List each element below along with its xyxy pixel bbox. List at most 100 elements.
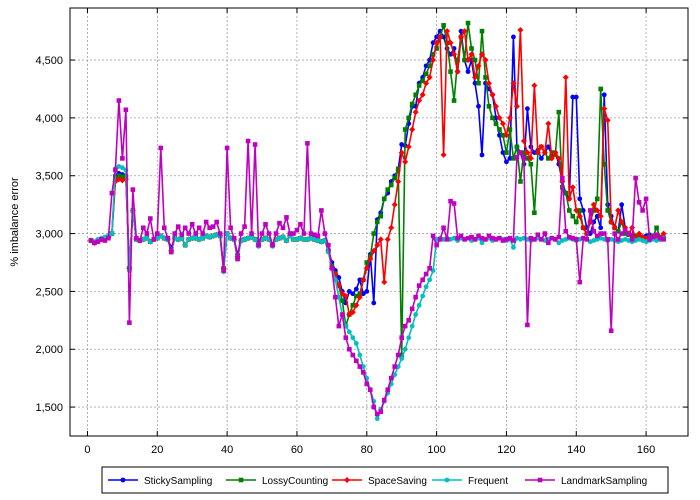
data-point-spacesaving bbox=[569, 184, 576, 191]
data-point-landmarksampling bbox=[99, 237, 104, 242]
data-point-lossycounting bbox=[388, 182, 394, 188]
data-point-lossycounting bbox=[420, 78, 425, 84]
data-point-spacesaving bbox=[405, 143, 412, 150]
data-point-landmarksampling bbox=[336, 323, 342, 329]
data-point-stickysampling bbox=[619, 202, 625, 208]
data-point-landmarksampling bbox=[172, 231, 178, 236]
legend-marker bbox=[444, 477, 450, 483]
data-point-spacesaving bbox=[496, 114, 503, 121]
data-point-lossycounting bbox=[455, 57, 460, 63]
x-tick-label: 140 bbox=[567, 444, 585, 456]
data-point-landmarksampling bbox=[514, 154, 520, 160]
data-point-landmarksampling bbox=[158, 145, 164, 151]
data-point-landmarksampling bbox=[563, 228, 569, 234]
data-point-spacesaving bbox=[416, 97, 423, 104]
x-tick-label: 100 bbox=[427, 444, 445, 456]
data-point-landmarksampling bbox=[95, 239, 101, 244]
data-point-lossycounting bbox=[563, 190, 569, 196]
data-point-spacesaving bbox=[479, 51, 485, 58]
data-point-landmarksampling bbox=[402, 323, 408, 329]
data-point-spacesaving bbox=[524, 149, 531, 156]
data-point-landmarksampling bbox=[92, 240, 97, 246]
data-point-landmarksampling bbox=[322, 231, 328, 236]
data-point-landmarksampling bbox=[566, 234, 572, 240]
data-point-spacesaving bbox=[398, 149, 405, 156]
series-frequent bbox=[88, 164, 666, 422]
data-point-frequent bbox=[416, 302, 422, 308]
data-point-stickysampling bbox=[524, 106, 530, 112]
data-point-lossycounting bbox=[399, 352, 404, 358]
plot-frame bbox=[69, 7, 689, 437]
legend-entry-spacesaving: SpaceSaving bbox=[332, 476, 427, 487]
data-point-landmarksampling bbox=[416, 283, 422, 288]
data-point-spacesaving bbox=[363, 265, 370, 272]
data-point-frequent bbox=[182, 242, 188, 248]
data-point-landmarksampling bbox=[168, 249, 174, 255]
data-point-lossycounting bbox=[413, 92, 418, 98]
data-point-spacesaving bbox=[391, 201, 398, 208]
x-tick-label: 40 bbox=[221, 444, 233, 456]
data-point-landmarksampling bbox=[113, 167, 118, 173]
data-point-lossycounting bbox=[409, 101, 415, 107]
data-point-spacesaving bbox=[482, 57, 489, 64]
x-tick-label: 60 bbox=[291, 444, 303, 456]
data-point-spacesaving bbox=[566, 195, 573, 202]
data-point-landmarksampling bbox=[657, 235, 663, 241]
data-point-spacesaving bbox=[475, 62, 482, 69]
data-point-landmarksampling bbox=[120, 156, 125, 161]
data-point-landmarksampling bbox=[601, 231, 607, 236]
data-point-landmarksampling bbox=[193, 231, 198, 236]
y-tick-label: 2,500 bbox=[35, 286, 63, 298]
data-point-landmarksampling bbox=[437, 237, 443, 242]
data-point-stickysampling bbox=[577, 196, 583, 202]
data-point-landmarksampling bbox=[381, 397, 387, 403]
data-point-landmarksampling bbox=[528, 235, 534, 241]
data-point-lossycounting bbox=[416, 83, 422, 88]
data-point-landmarksampling bbox=[399, 335, 404, 340]
data-point-landmarksampling bbox=[413, 294, 418, 300]
data-point-spacesaving bbox=[506, 114, 513, 121]
data-point-landmarksampling bbox=[518, 150, 523, 155]
data-point-landmarksampling bbox=[423, 271, 429, 277]
data-point-landmarksampling bbox=[259, 231, 265, 236]
data-point-frequent bbox=[420, 293, 426, 299]
data-point-spacesaving bbox=[534, 149, 541, 156]
data-point-landmarksampling bbox=[231, 235, 237, 241]
data-point-landmarksampling bbox=[640, 208, 645, 213]
data-point-frequent bbox=[291, 236, 296, 242]
data-point-landmarksampling bbox=[409, 306, 415, 312]
data-point-spacesaving bbox=[349, 309, 356, 316]
data-point-landmarksampling bbox=[284, 215, 289, 220]
data-point-frequent bbox=[350, 335, 356, 341]
data-point-landmarksampling bbox=[580, 235, 586, 241]
x-tick-label: 120 bbox=[497, 444, 515, 456]
data-point-frequent bbox=[280, 234, 286, 240]
data-point-landmarksampling bbox=[497, 235, 502, 241]
data-point-landmarksampling bbox=[280, 225, 286, 231]
data-point-landmarksampling bbox=[612, 231, 617, 236]
data-point-lossycounting bbox=[500, 132, 506, 138]
axis-ticks: 0 20 40 60 80 100 120 140 160 1,500 2,000 2,500 3,00… bbox=[35, 8, 688, 456]
data-point-spacesaving bbox=[468, 51, 475, 58]
data-point-spacesaving bbox=[447, 39, 454, 46]
data-point-landmarksampling bbox=[245, 138, 251, 144]
data-point-landmarksampling bbox=[573, 237, 579, 242]
data-point-spacesaving bbox=[353, 302, 360, 309]
data-point-spacesaving bbox=[440, 151, 447, 158]
data-point-spacesaving bbox=[618, 219, 625, 225]
data-point-landmarksampling bbox=[210, 224, 216, 229]
data-point-landmarksampling bbox=[266, 231, 272, 236]
data-point-landmarksampling bbox=[151, 237, 157, 242]
data-point-lossycounting bbox=[472, 57, 478, 63]
data-point-spacesaving bbox=[437, 33, 444, 40]
data-point-landmarksampling bbox=[235, 256, 240, 262]
data-point-landmarksampling bbox=[315, 233, 321, 239]
data-point-spacesaving bbox=[538, 143, 545, 150]
data-point-landmarksampling bbox=[584, 237, 590, 242]
legend-entry-stickysampling: StickySampling bbox=[108, 476, 212, 487]
data-point-lossycounting bbox=[354, 293, 359, 299]
data-point-landmarksampling bbox=[549, 235, 555, 241]
data-point-frequent bbox=[374, 416, 380, 422]
data-point-spacesaving bbox=[573, 207, 580, 214]
data-point-landmarksampling bbox=[511, 238, 516, 243]
